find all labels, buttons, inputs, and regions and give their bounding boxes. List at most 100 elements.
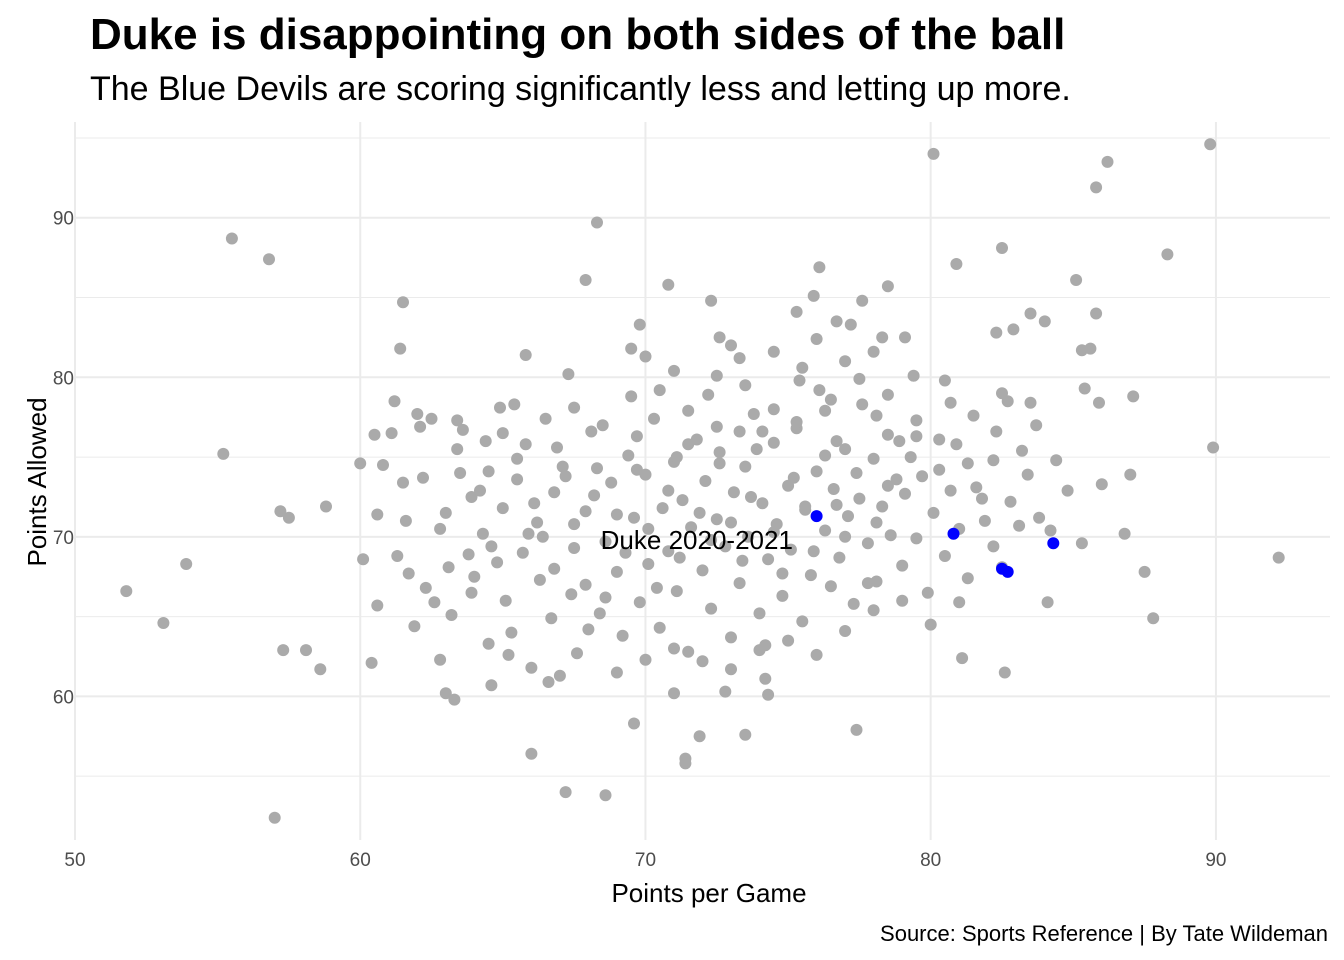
team-season-point <box>579 274 592 286</box>
team-season-point <box>628 717 640 730</box>
team-season-point <box>807 545 820 558</box>
team-season-point <box>633 318 646 331</box>
team-season-point <box>1101 155 1114 168</box>
team-season-point <box>682 404 695 417</box>
y-tick-label: 80 <box>53 368 74 389</box>
x-tick-label: 70 <box>635 850 656 871</box>
team-season-point <box>799 500 812 513</box>
team-season-point <box>861 537 874 550</box>
team-season-point <box>417 471 429 484</box>
team-season-point <box>591 216 603 229</box>
team-season-point <box>987 540 1000 553</box>
team-season-point <box>762 688 775 701</box>
team-season-point <box>927 506 940 519</box>
team-season-point <box>1061 484 1074 497</box>
team-season-point <box>1084 342 1097 355</box>
team-season-point <box>1007 323 1020 336</box>
team-season-point <box>399 514 412 527</box>
team-season-point <box>528 497 541 510</box>
team-season-point <box>565 588 578 601</box>
data-points <box>120 138 1285 824</box>
team-season-point <box>282 511 295 524</box>
team-season-point <box>556 460 569 473</box>
team-season-point <box>733 577 746 590</box>
team-season-point <box>462 548 475 561</box>
team-season-point <box>542 676 555 688</box>
team-season-point <box>1138 565 1151 578</box>
team-season-point <box>268 811 281 824</box>
y-axis-ticks: 60 70 80 90 <box>53 209 74 709</box>
team-season-point <box>625 390 638 403</box>
x-tick-label: 90 <box>1205 850 1226 871</box>
team-season-point <box>673 551 686 564</box>
team-season-point <box>411 408 424 420</box>
team-season-point <box>893 435 906 448</box>
team-season-point <box>628 511 640 524</box>
team-season-point <box>713 457 726 470</box>
team-season-point <box>1024 307 1037 320</box>
team-season-point <box>668 364 680 377</box>
team-season-point <box>713 331 726 344</box>
team-season-point <box>796 615 809 628</box>
duke-season-point <box>947 527 960 540</box>
team-season-point <box>961 457 974 470</box>
team-season-point <box>747 408 760 420</box>
team-season-point <box>633 596 646 609</box>
team-season-point <box>876 331 889 344</box>
team-season-point <box>505 626 518 639</box>
team-season-point <box>881 280 894 293</box>
team-season-point <box>725 663 737 676</box>
team-season-point <box>693 506 706 519</box>
team-season-point <box>568 401 581 414</box>
team-season-point <box>1090 181 1103 194</box>
team-season-point <box>705 294 718 307</box>
team-season-point <box>776 589 789 602</box>
chart-subtitle: The Blue Devils are scoring significantl… <box>90 70 1071 108</box>
team-season-point <box>639 350 652 363</box>
team-season-point <box>650 581 663 594</box>
team-season-point <box>428 596 441 609</box>
team-season-point <box>314 663 327 676</box>
team-season-point <box>910 532 923 545</box>
team-season-point <box>451 414 464 427</box>
team-season-point <box>508 398 521 411</box>
team-season-point <box>525 747 538 760</box>
team-season-point <box>733 425 746 438</box>
team-season-point <box>442 561 455 574</box>
team-season-point <box>354 457 367 470</box>
team-season-point <box>1204 138 1217 151</box>
team-season-point <box>485 540 498 553</box>
team-season-point <box>610 666 623 679</box>
team-season-point <box>1090 307 1103 320</box>
team-season-point <box>662 278 675 291</box>
team-season-point <box>933 463 946 476</box>
team-season-point <box>682 645 695 658</box>
team-season-point <box>596 419 609 432</box>
team-season-point <box>610 565 623 578</box>
x-tick-label: 60 <box>350 850 371 871</box>
team-season-point <box>1016 444 1028 457</box>
team-season-point <box>953 596 966 609</box>
team-season-point <box>856 398 869 411</box>
team-season-point <box>474 484 486 497</box>
team-season-point <box>987 454 1000 467</box>
team-season-point <box>656 502 669 515</box>
team-season-point <box>502 648 515 661</box>
team-season-point <box>827 483 840 495</box>
team-season-point <box>753 607 766 620</box>
team-season-point <box>277 644 290 657</box>
team-season-point <box>856 294 869 307</box>
team-season-point <box>853 492 866 505</box>
team-season-point <box>653 621 666 634</box>
y-tick-label: 70 <box>53 528 74 549</box>
team-season-point <box>1024 396 1037 409</box>
team-season-point <box>916 470 929 483</box>
team-season-point <box>1044 524 1057 537</box>
team-season-point <box>388 395 401 408</box>
team-season-point <box>710 420 723 433</box>
team-season-point <box>300 644 312 657</box>
team-season-point <box>588 489 601 502</box>
team-season-point <box>881 388 894 401</box>
team-season-point <box>921 586 934 599</box>
team-season-point <box>591 462 603 475</box>
